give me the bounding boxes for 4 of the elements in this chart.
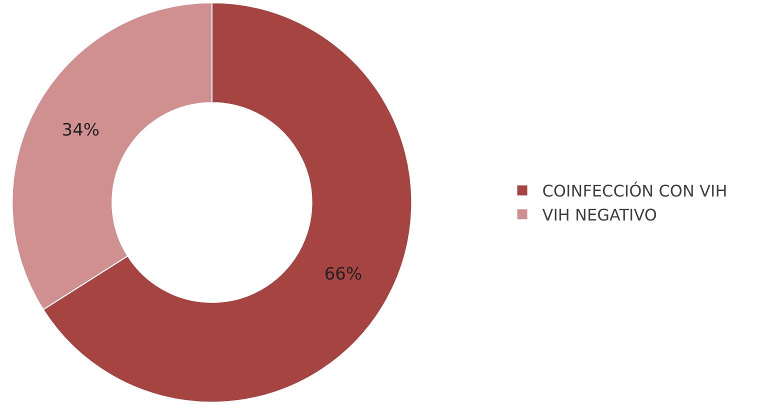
data-label: 34% bbox=[62, 120, 100, 140]
legend-label: VIH NEGATIVO bbox=[542, 205, 657, 224]
legend-label: COINFECCIÓN CON VIH bbox=[542, 182, 728, 201]
data-label: 66% bbox=[324, 264, 362, 285]
